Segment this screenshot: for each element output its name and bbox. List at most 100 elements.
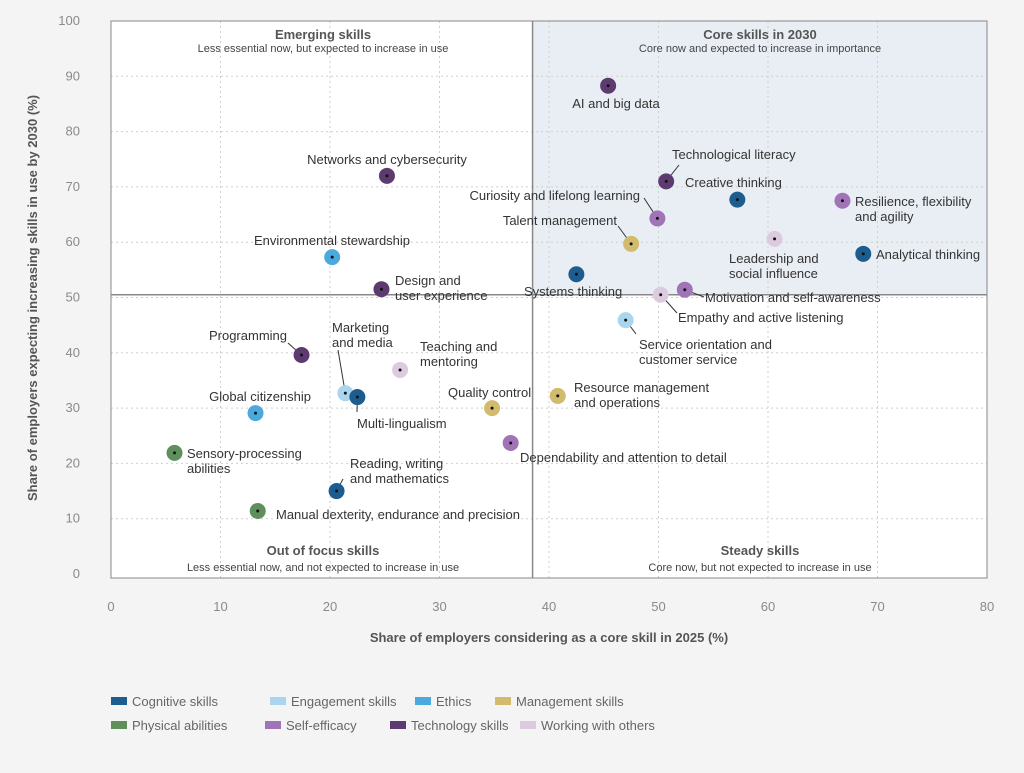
- x-tick-label: 40: [542, 599, 556, 614]
- data-point-label: social influence: [729, 266, 818, 281]
- data-point-label: Networks and cybersecurity: [307, 152, 467, 167]
- data-point-center: [624, 319, 627, 322]
- quadrant-subtitle-out-of-focus: Less essential now, and not expected to …: [187, 562, 459, 574]
- data-point-center: [656, 217, 659, 220]
- quadrant-title-steady: Steady skills: [721, 543, 800, 558]
- data-point-label: Reading, writing: [350, 456, 443, 471]
- data-point-label: Global citizenship: [209, 389, 311, 404]
- quadrant-subtitle-steady: Core now, but not expected to increase i…: [648, 562, 871, 574]
- x-tick-label: 20: [323, 599, 337, 614]
- data-point-center: [659, 293, 662, 296]
- y-tick-label: 30: [66, 400, 80, 415]
- data-point-label: Teaching and: [420, 339, 497, 354]
- data-point-center: [385, 174, 388, 177]
- legend-swatch: [390, 721, 406, 729]
- data-point-label: Multi-lingualism: [357, 416, 447, 431]
- y-tick-label: 50: [66, 290, 80, 305]
- data-point-center: [509, 441, 512, 444]
- data-point-center: [254, 412, 257, 415]
- x-tick-label: 50: [651, 599, 665, 614]
- quadrant-title-out-of-focus: Out of focus skills: [267, 543, 380, 558]
- legend-swatch: [495, 697, 511, 705]
- y-tick-label: 10: [66, 511, 80, 526]
- data-point-label: Programming: [209, 328, 287, 343]
- data-point-label: Environmental stewardship: [254, 233, 410, 248]
- legend-swatch: [415, 697, 431, 705]
- y-tick-label: 80: [66, 124, 80, 139]
- data-point-center: [331, 256, 334, 259]
- data-point-label: Dependability and attention to detail: [520, 450, 727, 465]
- legend-swatch: [111, 721, 127, 729]
- data-point-label: Quality control: [448, 385, 531, 400]
- data-point-label: Design and: [395, 273, 461, 288]
- data-point-center: [607, 84, 610, 87]
- data-point-center: [665, 180, 668, 183]
- data-point-center: [300, 354, 303, 357]
- legend-label: Management skills: [516, 694, 624, 709]
- data-point-label: Marketing: [332, 320, 389, 335]
- data-point-label: Sensory-processing: [187, 446, 302, 461]
- legend-swatch: [265, 721, 281, 729]
- data-point-label: abilities: [187, 461, 231, 476]
- data-point-center: [841, 199, 844, 202]
- data-point-center: [575, 273, 578, 276]
- data-point-center: [556, 394, 559, 397]
- legend-swatch: [270, 697, 286, 705]
- data-point-label: Resilience, flexibility: [855, 194, 972, 209]
- data-point-label: Manual dexterity, endurance and precisio…: [276, 507, 520, 522]
- quadrant-subtitle-core: Core now and expected to increase in imp…: [639, 43, 881, 55]
- data-point-label: mentoring: [420, 354, 478, 369]
- data-point-center: [683, 288, 686, 291]
- x-tick-label: 70: [870, 599, 884, 614]
- data-point-center: [344, 392, 347, 395]
- legend-label: Technology skills: [411, 718, 509, 733]
- data-point-label: AI and big data: [572, 96, 660, 111]
- legend-swatch: [111, 697, 127, 705]
- x-axis-title: Share of employers considering as a core…: [370, 630, 728, 645]
- data-point-label: Technological literacy: [672, 147, 796, 162]
- legend-label: Cognitive skills: [132, 694, 218, 709]
- data-point-center: [491, 407, 494, 410]
- x-tick-label: 80: [980, 599, 994, 614]
- data-point-label: Systems thinking: [524, 284, 622, 299]
- y-tick-label: 90: [66, 68, 80, 83]
- data-point-label: Talent management: [503, 213, 618, 228]
- x-tick-label: 10: [213, 599, 227, 614]
- data-point-label: Creative thinking: [685, 175, 782, 190]
- y-axis-title: Share of employers expecting increasing …: [25, 95, 40, 501]
- y-tick-label: 60: [66, 234, 80, 249]
- y-tick-label: 70: [66, 179, 80, 194]
- data-point-center: [380, 288, 383, 291]
- y-tick-label: 40: [66, 345, 80, 360]
- data-point-label: Leadership and: [729, 251, 819, 266]
- legend-swatch: [520, 721, 536, 729]
- quadrant-title-emerging: Emerging skills: [275, 27, 371, 42]
- data-point-center: [736, 198, 739, 201]
- legend-label: Physical abilities: [132, 718, 228, 733]
- data-point-label: Curiosity and lifelong learning: [469, 188, 640, 203]
- data-point-label: Resource management: [574, 380, 710, 395]
- legend-label: Self-efficacy: [286, 718, 357, 733]
- x-tick-label: 0: [107, 599, 114, 614]
- data-point-label: and operations: [574, 395, 661, 410]
- quadrant-title-core: Core skills in 2030: [703, 27, 816, 42]
- quadrant-subtitle-emerging: Less essential now, but expected to incr…: [198, 43, 449, 55]
- data-point-label: and agility: [855, 209, 914, 224]
- legend-label: Working with others: [541, 718, 655, 733]
- data-point-label: Service orientation and: [639, 337, 772, 352]
- data-point-label: Motivation and self-awareness: [705, 290, 881, 305]
- x-tick-label: 30: [432, 599, 446, 614]
- y-tick-label: 100: [58, 13, 80, 28]
- data-point-label: user experience: [395, 288, 488, 303]
- legend-label: Ethics: [436, 694, 472, 709]
- data-point-center: [173, 451, 176, 454]
- y-tick-label: 0: [73, 566, 80, 581]
- data-point-label: and media: [332, 335, 393, 350]
- data-point-center: [335, 490, 338, 493]
- data-point-center: [773, 237, 776, 240]
- data-point-center: [399, 368, 402, 371]
- y-tick-label: 20: [66, 455, 80, 470]
- data-point-center: [862, 252, 865, 255]
- data-point-label: customer service: [639, 352, 737, 367]
